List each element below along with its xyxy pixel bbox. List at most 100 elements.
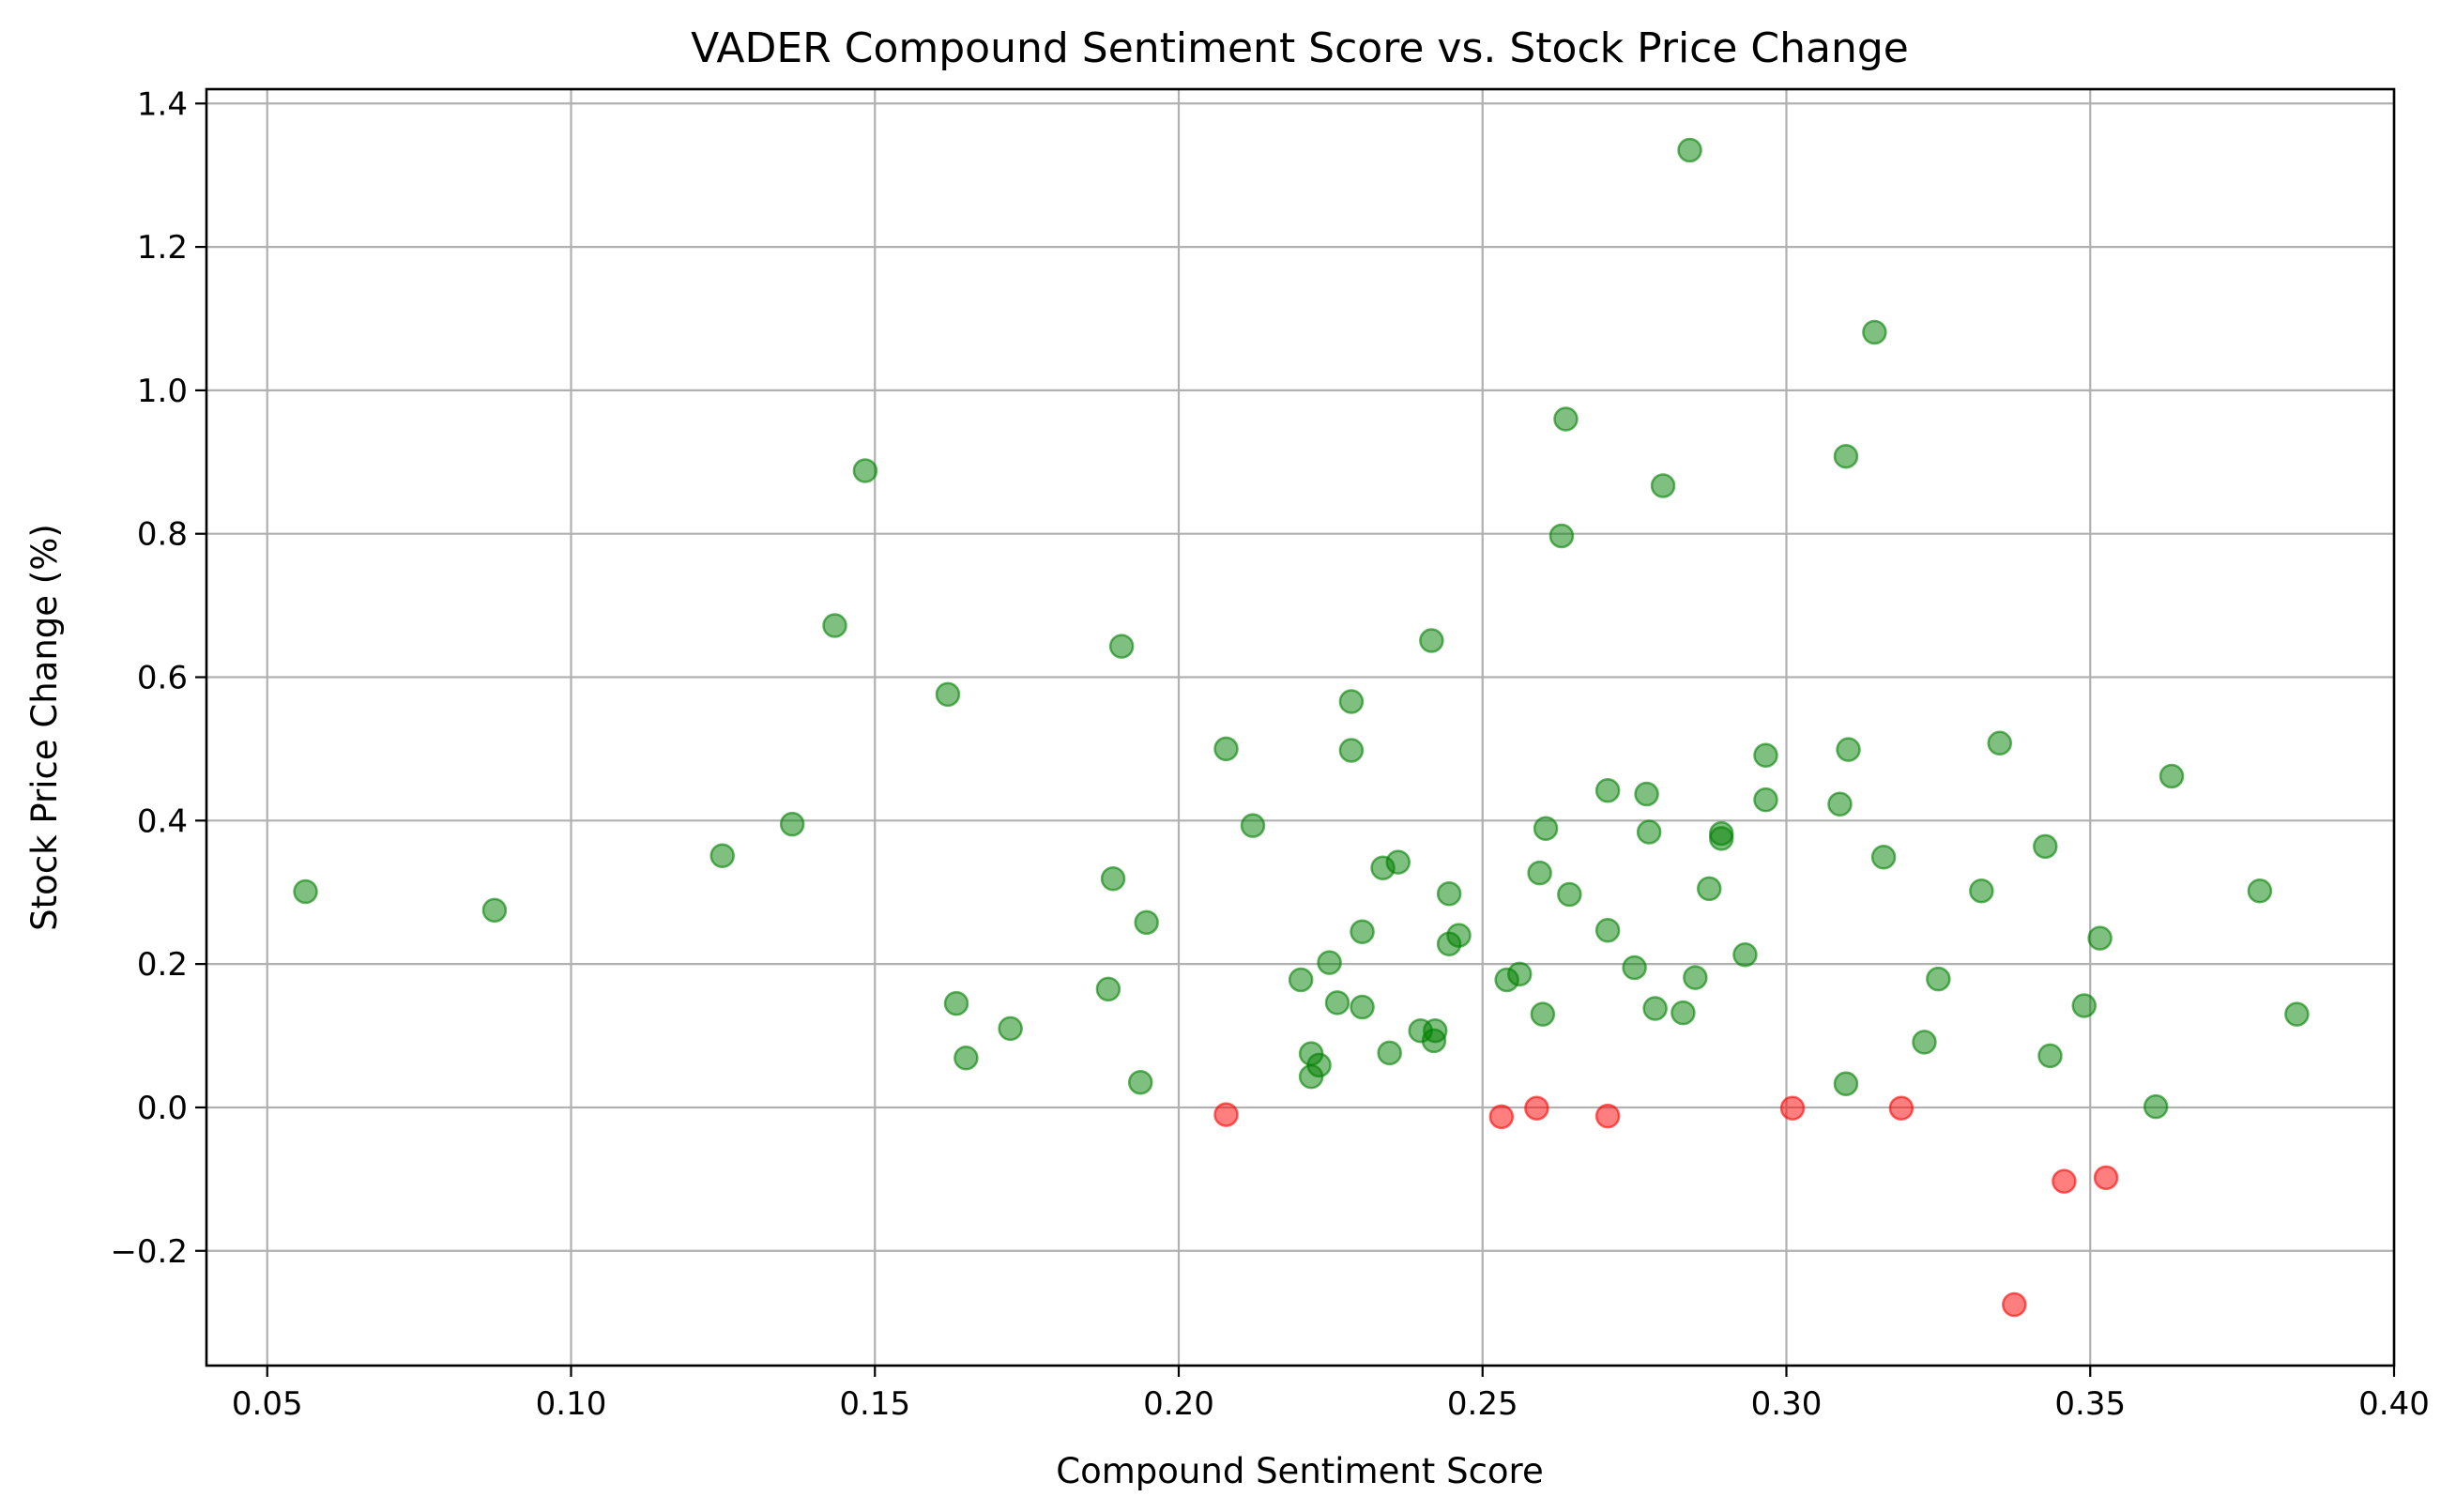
data-point-positive [1594, 777, 1621, 803]
data-point-positive [822, 613, 847, 638]
y-tick-label: 0.8 [137, 516, 188, 554]
data-point-positive [1969, 878, 1994, 904]
data-point-positive [2033, 833, 2058, 860]
data-point-positive [1108, 634, 1135, 659]
y-tick-label: 1.0 [137, 373, 188, 410]
data-point-positive [1350, 994, 1375, 1020]
data-point-positive [1324, 990, 1350, 1016]
y-tick-label: 0.4 [137, 802, 188, 840]
y-tick-label: 0.0 [137, 1090, 188, 1127]
y-tick-label: 1.2 [137, 229, 188, 267]
data-point-positive [1134, 909, 1159, 936]
x-tick-label: 0.15 [839, 1385, 910, 1423]
data-points [293, 137, 2310, 1318]
data-point-positive [953, 1045, 979, 1071]
data-point-positive [1288, 967, 1314, 993]
data-point-positive [1677, 137, 1702, 163]
data-point-positive [2071, 993, 2098, 1018]
data-point-positive [1634, 781, 1659, 807]
data-point-positive [1836, 737, 1861, 762]
data-point-positive [1533, 816, 1559, 841]
y-tick-label: 1.4 [137, 85, 188, 123]
data-point-positive [2284, 1001, 2310, 1027]
y-axis-ticks: −0.2 0.0 0.2 0.4 0.6 0.8 1.0 1.2 1.4 [110, 85, 206, 1271]
data-point-positive [1753, 787, 1778, 813]
y-tick-label: 0.2 [137, 946, 188, 984]
data-point-positive [1862, 319, 1887, 345]
data-point-negative [1524, 1095, 1549, 1121]
data-point-positive [1870, 845, 1897, 870]
data-point-positive [779, 811, 805, 837]
data-point-positive [1548, 523, 1575, 549]
x-tick-label: 0.10 [536, 1385, 607, 1423]
data-point-positive [1377, 1040, 1402, 1066]
data-point-negative [2002, 1291, 2027, 1318]
data-point-positive [1753, 742, 1778, 769]
data-point-positive [1436, 881, 1462, 907]
data-point-positive [1557, 881, 1582, 908]
data-point-positive [2037, 1043, 2063, 1069]
data-point-positive [1594, 917, 1621, 943]
data-point-positive [1419, 628, 1444, 653]
data-point-positive [1553, 406, 1579, 432]
data-point-positive [1926, 966, 1951, 992]
x-axis-ticks: 0.05 0.10 0.15 0.20 0.25 0.30 0.35 0.40 [232, 1366, 2430, 1423]
data-point-positive [293, 878, 318, 905]
data-point-positive [709, 843, 735, 869]
x-tick-label: 0.20 [1143, 1385, 1214, 1423]
data-point-positive [1670, 1000, 1696, 1026]
data-point-positive [2087, 925, 2113, 951]
data-point-positive [1683, 965, 1708, 990]
data-point-positive [1240, 813, 1266, 838]
data-point-positive [1527, 860, 1552, 886]
y-tick-label: 0.6 [137, 660, 188, 697]
data-point-positive [2143, 1093, 2169, 1120]
data-point-negative [1488, 1104, 1515, 1130]
data-point-positive [1306, 1052, 1332, 1078]
x-tick-label: 0.30 [1751, 1385, 1823, 1423]
data-point-negative [2052, 1168, 2077, 1194]
data-point-positive [1127, 1069, 1153, 1095]
data-point-positive [1317, 950, 1342, 975]
data-point-positive [935, 681, 961, 708]
data-point-positive [1636, 819, 1662, 845]
y-axis-label: Stock Price Change (%) [24, 524, 65, 931]
data-point-positive [1506, 961, 1533, 987]
data-point-positive [1385, 849, 1411, 875]
data-point-positive [2247, 878, 2273, 904]
x-tick-label: 0.35 [2054, 1385, 2126, 1423]
data-point-positive [1642, 996, 1668, 1021]
data-point-positive [1622, 955, 1647, 981]
data-point-positive [1833, 1071, 1859, 1096]
chart-title: VADER Compound Sentiment Score vs. Stock… [691, 24, 1909, 72]
data-point-positive [943, 990, 969, 1016]
data-point-positive [1338, 689, 1365, 714]
data-point-positive [1827, 791, 1853, 817]
data-point-positive [1708, 826, 1734, 851]
x-tick-label: 0.40 [2358, 1385, 2430, 1423]
data-point-positive [1095, 976, 1121, 1002]
data-point-positive [1697, 876, 1722, 902]
data-point-positive [1912, 1030, 1937, 1055]
data-point-negative [1779, 1095, 1806, 1121]
data-point-negative [1213, 1102, 1239, 1127]
data-point-positive [1530, 1001, 1556, 1027]
data-point-positive [1422, 1017, 1448, 1044]
data-point-negative [1888, 1095, 1914, 1121]
data-point-positive [1732, 941, 1758, 968]
data-point-positive [481, 897, 508, 924]
x-tick-label: 0.25 [1447, 1385, 1518, 1423]
data-point-positive [1446, 923, 1472, 948]
data-point-positive [998, 1016, 1023, 1042]
x-axis-label: Compound Sentiment Score [1056, 1451, 1543, 1491]
data-point-positive [1100, 865, 1126, 892]
data-point-positive [1350, 919, 1375, 945]
data-point-positive [1213, 736, 1239, 762]
x-tick-label: 0.05 [232, 1385, 303, 1423]
data-point-positive [1338, 738, 1365, 763]
y-tick-label: −0.2 [110, 1233, 188, 1271]
data-point-positive [1987, 730, 2013, 756]
data-point-positive [852, 458, 878, 483]
plot-frame [205, 87, 2396, 1367]
